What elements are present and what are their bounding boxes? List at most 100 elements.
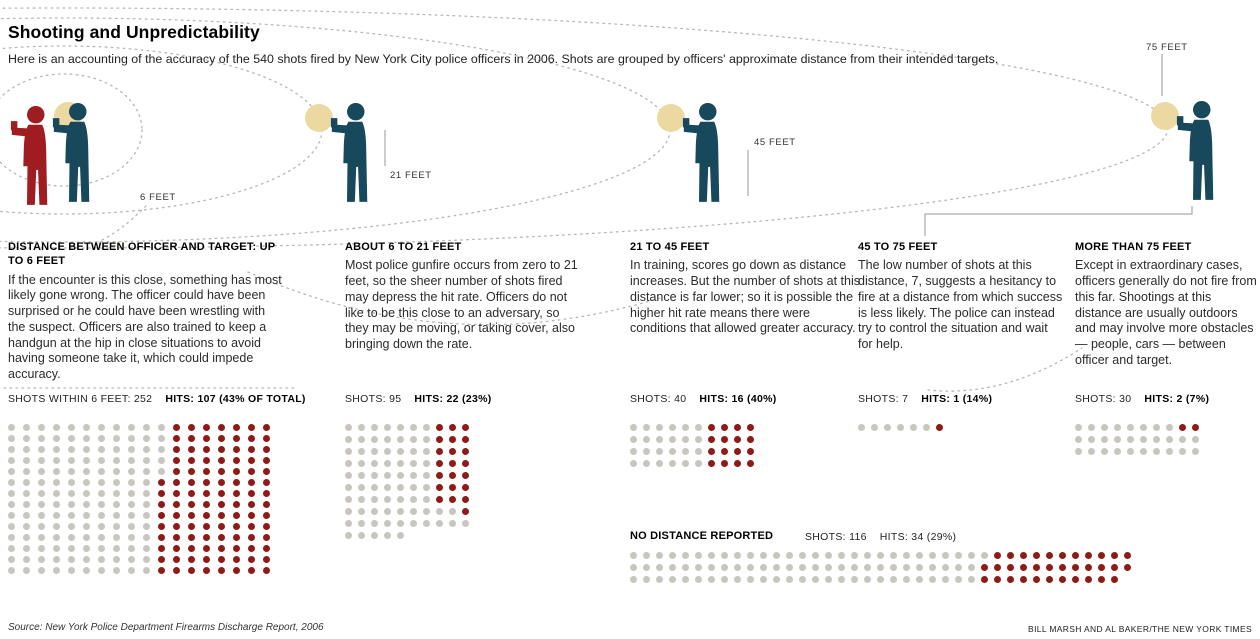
hit-dot (436, 424, 443, 431)
miss-dot (83, 479, 90, 486)
miss-dot (23, 468, 30, 475)
miss-dot (345, 496, 352, 503)
dot-row (345, 508, 475, 515)
hit-dot (173, 501, 180, 508)
miss-dot (371, 460, 378, 467)
miss-dot (113, 567, 120, 574)
hit-dot (188, 501, 195, 508)
miss-dot (68, 556, 75, 563)
miss-dot (345, 520, 352, 527)
miss-dot (897, 424, 904, 431)
miss-dot (630, 436, 637, 443)
miss-dot (358, 460, 365, 467)
dot-row (630, 564, 1137, 571)
miss-dot (53, 424, 60, 431)
miss-dot (384, 532, 391, 539)
miss-dot (38, 457, 45, 464)
miss-dot (143, 567, 150, 574)
miss-dot (53, 446, 60, 453)
miss-dot (98, 446, 105, 453)
miss-dot (8, 556, 15, 563)
hit-dot (173, 424, 180, 431)
miss-dot (345, 472, 352, 479)
officer-figure-6ft (52, 102, 90, 202)
hit-dot (263, 512, 270, 519)
hit-dot (218, 512, 225, 519)
miss-dot (825, 564, 832, 571)
hit-dot (263, 556, 270, 563)
hit-dot (1046, 576, 1053, 583)
dot-row (630, 424, 760, 431)
miss-dot (942, 552, 949, 559)
miss-dot (1179, 448, 1186, 455)
miss-dot (371, 424, 378, 431)
miss-dot (128, 501, 135, 508)
miss-dot (669, 460, 676, 467)
miss-dot (143, 556, 150, 563)
hit-dot (1085, 576, 1092, 583)
hit-dot (173, 435, 180, 442)
column-body: In training, scores go down as distance … (630, 258, 860, 336)
stats-21-to-45-feet: SHOTS: 40 HITS: 16 (40%) (630, 393, 777, 405)
miss-dot (143, 534, 150, 541)
hit-dot (263, 545, 270, 552)
dot-row (630, 448, 760, 455)
hit-dot (462, 484, 469, 491)
hit-dot (747, 460, 754, 467)
miss-dot (128, 512, 135, 519)
column-6-to-21-feet: ABOUT 6 TO 21 FEET Most police gunfire o… (345, 240, 583, 353)
miss-dot (397, 508, 404, 515)
hits-count: HITS: 22 (23%) (414, 393, 492, 405)
miss-dot (397, 472, 404, 479)
miss-dot (384, 496, 391, 503)
hit-dot (158, 545, 165, 552)
miss-dot (384, 484, 391, 491)
miss-dot (38, 523, 45, 530)
hit-dot (188, 490, 195, 497)
hit-dot (1111, 552, 1118, 559)
hit-dot (158, 479, 165, 486)
hit-dot (203, 468, 210, 475)
miss-dot (68, 435, 75, 442)
miss-dot (1101, 448, 1108, 455)
miss-dot (695, 436, 702, 443)
hit-dot (248, 424, 255, 431)
hit-dot (173, 490, 180, 497)
hit-dot (218, 435, 225, 442)
muzzle-flash (305, 104, 333, 132)
hit-dot (188, 556, 195, 563)
miss-dot (143, 545, 150, 552)
miss-dot (734, 576, 741, 583)
hit-dot (721, 448, 728, 455)
miss-dot (358, 436, 365, 443)
miss-dot (747, 552, 754, 559)
miss-dot (128, 523, 135, 530)
hit-dot (462, 496, 469, 503)
miss-dot (630, 552, 637, 559)
hit-dot (218, 523, 225, 530)
shot-grid-no-distance (630, 552, 1137, 588)
miss-dot (968, 576, 975, 583)
column-heading: DISTANCE BETWEEN OFFICER AND TARGET: UP … (8, 241, 276, 268)
miss-dot (8, 424, 15, 431)
hit-dot (721, 460, 728, 467)
hit-dot (188, 479, 195, 486)
hit-dot (188, 545, 195, 552)
miss-dot (371, 508, 378, 515)
shot-grid-21-to-45-feet (630, 424, 760, 472)
shots-count: SHOTS: 30 (1075, 393, 1132, 405)
miss-dot (113, 468, 120, 475)
hit-dot (436, 472, 443, 479)
hit-dot (158, 501, 165, 508)
miss-dot (68, 567, 75, 574)
miss-dot (423, 484, 430, 491)
hit-dot (173, 523, 180, 530)
miss-dot (903, 576, 910, 583)
miss-dot (410, 460, 417, 467)
miss-dot (695, 448, 702, 455)
miss-dot (955, 552, 962, 559)
miss-dot (98, 523, 105, 530)
miss-dot (143, 424, 150, 431)
miss-dot (371, 436, 378, 443)
miss-dot (449, 508, 456, 515)
